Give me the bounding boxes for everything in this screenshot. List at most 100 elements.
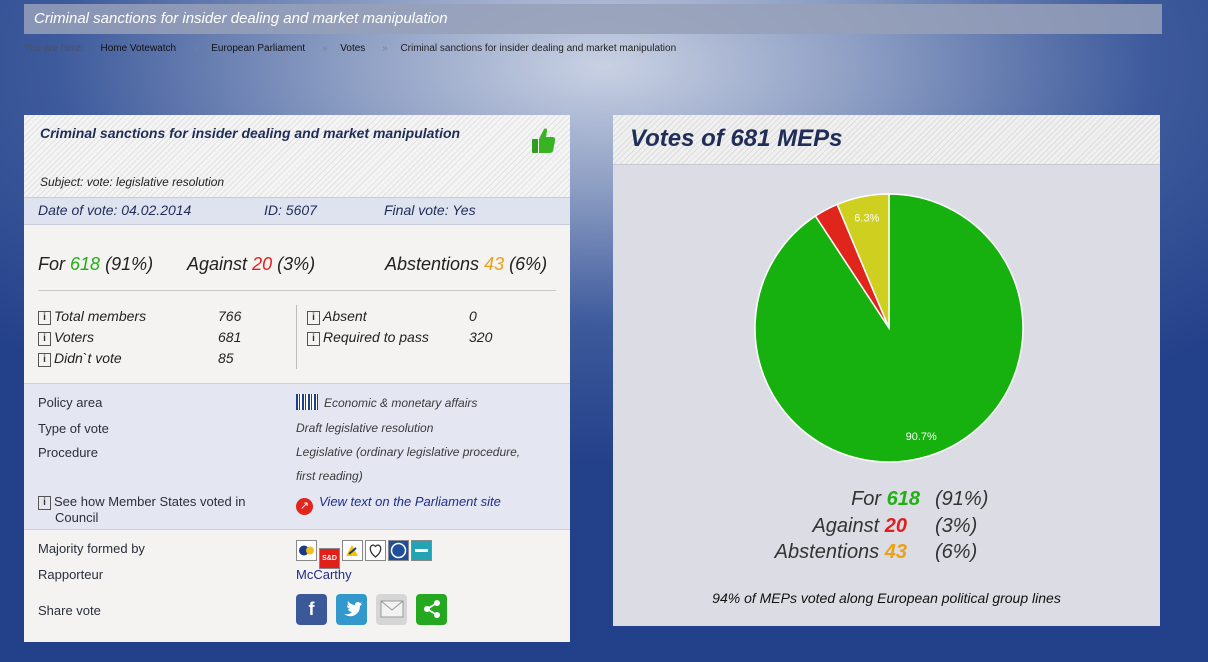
legend-abstentions: Abstentions 43 [775, 541, 907, 564]
for-count: 618 [70, 254, 101, 274]
breadcrumb-separator: » [321, 43, 328, 54]
member-states-link[interactable]: i See how Member States voted in Council [38, 494, 246, 526]
breadcrumb: You are here: Home Votewatch » European … [24, 43, 676, 54]
legend-label: Against [812, 515, 880, 537]
info-icon[interactable]: i [307, 332, 320, 346]
breadcrumb-current: Criminal sanctions for insider dealing a… [400, 43, 677, 54]
for-percent: (91%) [105, 254, 154, 274]
gue-logo-icon[interactable] [411, 540, 432, 561]
twitter-icon[interactable] [336, 594, 367, 625]
group-logos: S&D [296, 540, 434, 569]
external-link-icon: ↗ [296, 498, 313, 515]
page-title: Criminal sanctions for insider dealing a… [24, 4, 1162, 34]
policy-area-value[interactable]: Economic & monetary affairs [296, 394, 477, 410]
type-of-vote-value: Draft legislative resolution [296, 421, 434, 435]
legend-count: 618 [886, 488, 920, 510]
stat-label: Absent [323, 308, 367, 324]
group-lines-note: 94% of MEPs voted along European politic… [712, 590, 1061, 606]
view-text-link[interactable]: ↗ View text on the Parliament site [296, 494, 501, 515]
breadcrumb-votes[interactable]: Votes [340, 43, 366, 54]
stat-label: Required to pass [323, 329, 429, 345]
legend-percent: (3%) [935, 515, 978, 537]
vote-subject: Subject: vote: legislative resolution [40, 175, 225, 189]
greens-logo-icon[interactable] [365, 540, 386, 561]
divider [38, 290, 556, 291]
legend-count: 20 [884, 515, 907, 537]
stat-value: 85 [218, 350, 234, 366]
stats-divider [296, 305, 297, 369]
breadcrumb-separator: » [382, 43, 388, 54]
breadcrumb-home[interactable]: Home Votewatch [100, 43, 177, 54]
stat-label: Total members [54, 308, 147, 324]
stat-didnt-vote[interactable]: i Didn`t vote [38, 350, 122, 367]
email-icon[interactable] [376, 594, 407, 625]
rapporteur-label: Rapporteur [38, 567, 104, 582]
breadcrumb-parliament[interactable]: European Parliament [211, 43, 306, 54]
majority-section: Majority formed by S&D Rapporteur McCart… [24, 529, 570, 642]
vote-header: Criminal sanctions for insider dealing a… [24, 115, 570, 197]
stat-value: 766 [218, 308, 242, 324]
majority-label: Majority formed by [38, 541, 145, 556]
abstentions-label: Abstentions [385, 254, 480, 274]
against-label: Against [187, 254, 248, 274]
result-against: Against 20 (3%) [187, 254, 315, 275]
procedure-label: Procedure [38, 445, 98, 460]
facebook-icon[interactable]: f [296, 594, 327, 625]
stat-label: Voters [54, 329, 94, 345]
thumbs-up-icon [532, 128, 556, 153]
final-vote: Final vote: Yes [384, 202, 476, 218]
member-states-text-2: Council [55, 510, 99, 525]
abstentions-count: 43 [484, 254, 505, 274]
share-icon[interactable] [416, 594, 447, 625]
legend-count: 43 [884, 541, 907, 563]
breadcrumb-separator: » [192, 43, 199, 54]
sd-logo-icon[interactable]: S&D [319, 548, 340, 569]
member-states-text: See how Member States voted in [54, 494, 246, 509]
vote-title: Criminal sanctions for insider dealing a… [40, 125, 461, 141]
info-icon[interactable]: i [307, 311, 320, 325]
pie-label-for: 90.7% [906, 431, 937, 443]
vote-date: Date of vote: 04.02.2014 [38, 202, 192, 218]
info-icon[interactable]: i [38, 496, 51, 510]
view-text-label: View text on the Parliament site [319, 494, 501, 509]
stat-voters[interactable]: i Voters [38, 329, 94, 346]
policy-area-text: Economic & monetary affairs [324, 396, 478, 410]
policy-area-label: Policy area [38, 395, 103, 410]
vote-pie-chart: 90.7% 6.3% [754, 193, 1024, 463]
stat-required-to-pass[interactable]: i Required to pass [307, 329, 429, 346]
procedure-value-line2: first reading) [296, 469, 363, 483]
stat-label: Didn`t vote [54, 350, 122, 366]
policy-section: Policy area Economic & monetary affairs … [24, 383, 570, 530]
legend-label: Abstentions [774, 541, 880, 563]
vote-id: ID: 5607 [264, 202, 317, 218]
chart-title: Votes of 681 MEPs [630, 125, 843, 152]
stat-total-members[interactable]: i Total members [38, 308, 146, 325]
barcode-icon [296, 394, 318, 410]
rapporteur-value[interactable]: McCarthy [296, 567, 352, 582]
chart-panel: Votes of 681 MEPs 90.7% 6.3% For 618 (91%… [613, 115, 1160, 626]
info-icon[interactable]: i [38, 332, 51, 346]
legend-against: Against 20 [812, 515, 907, 538]
ecr-logo-icon[interactable] [388, 540, 409, 561]
procedure-value-line1: Legislative (ordinary legislative proced… [296, 445, 521, 459]
legend-percent: (91%) [935, 488, 989, 510]
against-percent: (3%) [277, 254, 316, 274]
result-for: For 618 (91%) [38, 254, 153, 275]
stat-value: 0 [469, 308, 477, 324]
info-icon[interactable]: i [38, 353, 51, 367]
type-of-vote-label: Type of vote [38, 421, 109, 436]
breadcrumb-label: You are here: [24, 43, 84, 54]
chart-header: Votes of 681 MEPs [613, 115, 1160, 165]
legend-label: For [851, 488, 882, 510]
legend-percent: (6%) [935, 541, 978, 563]
epp-logo-icon[interactable] [296, 540, 317, 561]
abstentions-percent: (6%) [509, 254, 548, 274]
info-icon[interactable]: i [38, 311, 51, 325]
share-buttons: f [296, 594, 456, 625]
share-label: Share vote [38, 603, 101, 618]
pie-slice-abstentions[interactable] [836, 193, 890, 329]
vote-details-panel: Criminal sanctions for insider dealing a… [24, 115, 570, 642]
stat-absent[interactable]: i Absent [307, 308, 367, 325]
alde-logo-icon[interactable] [342, 540, 363, 561]
for-label: For [38, 254, 65, 274]
